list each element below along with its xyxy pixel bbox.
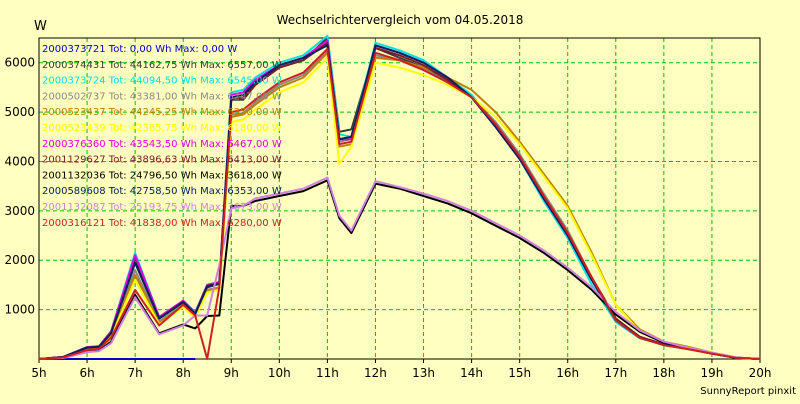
y-tick-label: 3000 xyxy=(4,204,35,218)
legend-entry: 2001129627 Tot: 43896,63 Wh Max: 6413,00… xyxy=(42,155,282,166)
legend-entry: 2000373721 Tot: 0,00 Wh Max: 0,00 W xyxy=(42,44,237,55)
series-layer xyxy=(38,34,761,360)
x-tick-label: 10h xyxy=(268,366,291,380)
series-line xyxy=(38,176,761,360)
axis-layer: 1000 2000 3000 4000 5000 6000 5h 6h 7h 8h 9h 10h 11h… xyxy=(4,56,771,380)
x-tick-label: 5h xyxy=(31,366,46,380)
chart-title: Wechselrichtervergleich vom 04.05.2018 xyxy=(277,13,524,27)
x-tick-label: 15h xyxy=(508,366,531,380)
legend-entry: 2000316121 Tot: 41838,00 Wh Max: 6280,00… xyxy=(42,218,282,229)
y-tick-label: 4000 xyxy=(4,154,35,168)
x-tick-label: 9h xyxy=(224,366,239,380)
x-tick-label: 19h xyxy=(700,366,723,380)
legend: 2000373721 Tot: 0,00 Wh Max: 0,00 W 20003… xyxy=(42,44,282,229)
x-tick-label: 14h xyxy=(460,366,483,380)
legend-entry: 2001132036 Tot: 24796,50 Wh Max: 3618,00… xyxy=(42,170,282,181)
x-tick-label: 18h xyxy=(652,366,675,380)
series-line xyxy=(38,47,761,360)
x-tick-label: 16h xyxy=(556,366,579,380)
legend-entry: 2000373724 Tot: 44094,50 Wh Max: 6545,00… xyxy=(42,76,282,87)
y-tick-label: 6000 xyxy=(4,56,35,70)
grid-layer xyxy=(39,38,760,359)
legend-entry: 2000523439 Tot: 42385,75 Wh Max: 6180,00… xyxy=(42,123,282,134)
legend-entry: 2001132087 Tot: 25193,75 Wh Max: 3673,00… xyxy=(42,202,282,213)
plot-frame xyxy=(38,37,761,360)
series-line xyxy=(38,56,761,360)
x-tick-label: 8h xyxy=(176,366,191,380)
y-axis-unit: W xyxy=(34,19,47,34)
y-tick-label: 1000 xyxy=(4,303,35,317)
x-tick-label: 13h xyxy=(412,366,435,380)
x-tick-label: 20h xyxy=(749,366,772,380)
x-tick-label: 7h xyxy=(128,366,143,380)
y-tick-label: 2000 xyxy=(4,253,35,267)
x-tick-label: 6h xyxy=(79,366,94,380)
legend-entry: 2000502737 Tot: 43381,00 Wh Max: 6247,00… xyxy=(42,91,282,102)
legend-entry: 2000374431 Tot: 44162,75 Wh Max: 6557,00… xyxy=(42,60,282,71)
footer-credit: SunnyReport pinxit xyxy=(700,386,796,397)
y-tick-label: 5000 xyxy=(4,105,35,119)
x-tick-label: 12h xyxy=(364,366,387,380)
legend-entry: 2000376360 Tot: 43543,50 Wh Max: 6467,00… xyxy=(42,139,282,150)
legend-entry: 2000589608 Tot: 42758,50 Wh Max: 6353,00… xyxy=(42,186,282,197)
legend-entry: 2000523437 Tot: 44245,25 Wh Max: 6350,00… xyxy=(42,107,282,118)
x-tick-label: 11h xyxy=(316,366,339,380)
x-tick-label: 17h xyxy=(604,366,627,380)
